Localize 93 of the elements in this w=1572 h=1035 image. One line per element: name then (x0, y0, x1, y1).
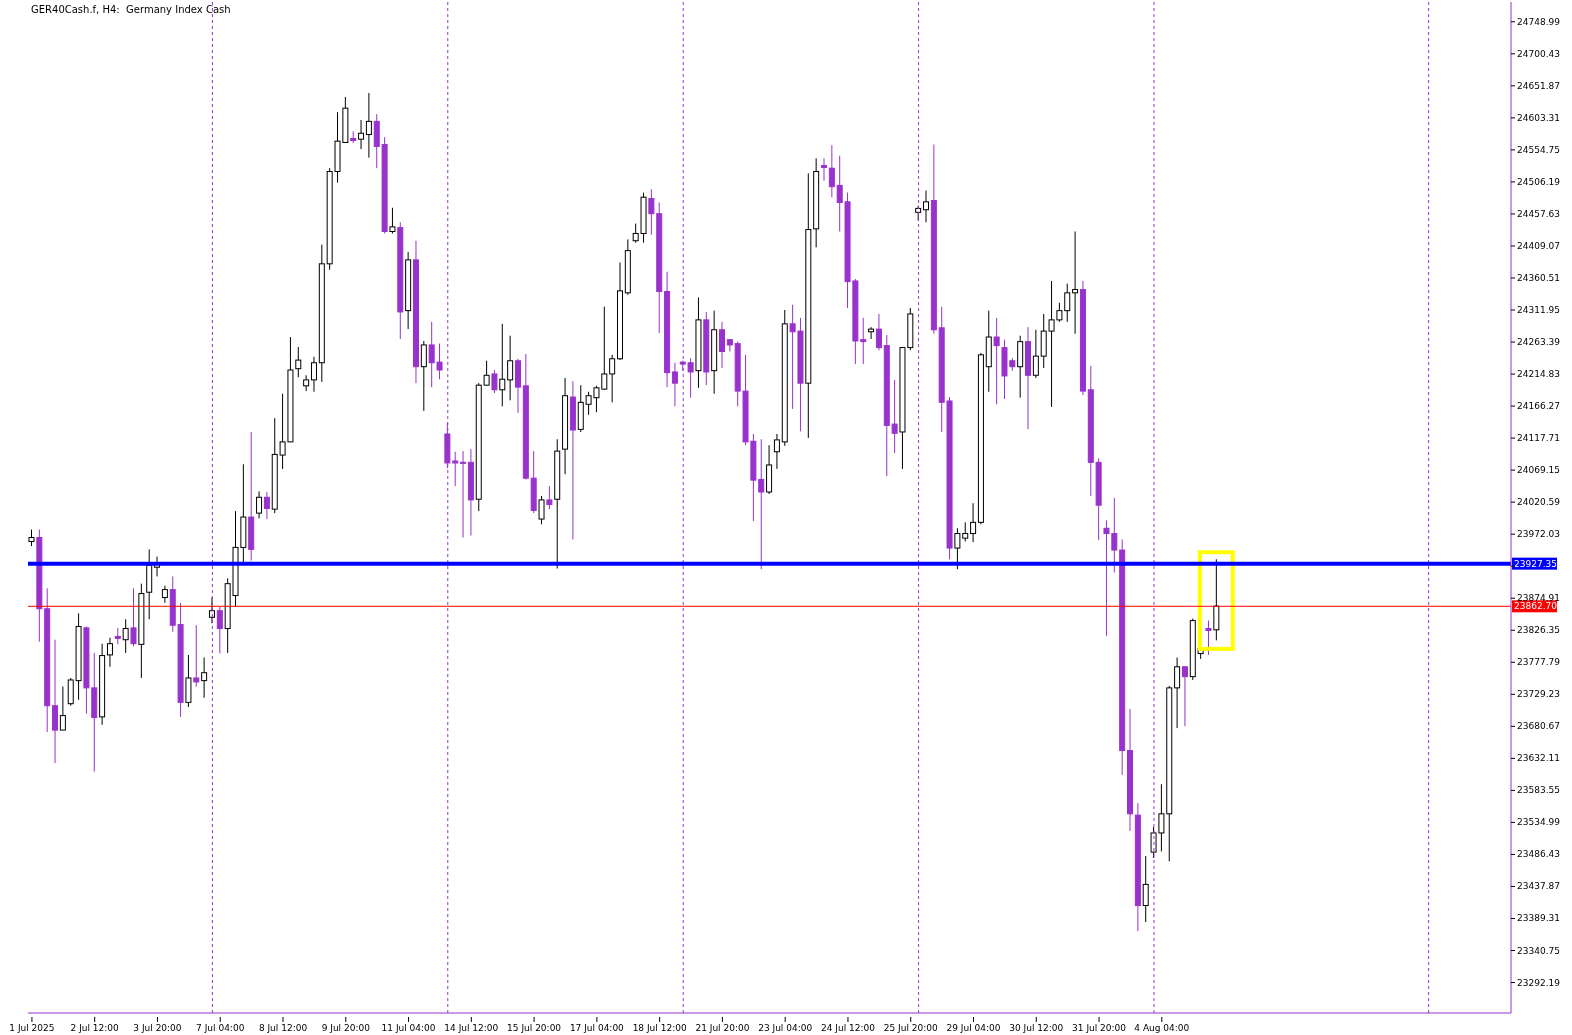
candlestick (993, 317, 1000, 405)
candlestick (1181, 665, 1188, 727)
candlestick (208, 597, 215, 624)
x-tick-label: 8 Jul 12:00 (258, 1023, 308, 1033)
y-tick-label: 23777.79 (1517, 657, 1561, 668)
x-tick-label: 21 Jul 20:00 (695, 1023, 750, 1033)
candlestick (389, 207, 396, 234)
y-tick-label: 23340.75 (1517, 945, 1560, 956)
candlestick (821, 157, 827, 182)
candlestick (671, 362, 678, 407)
y-tick-label: 24506.19 (1517, 176, 1561, 187)
x-tick-label: 3 Jul 20:00 (133, 1023, 182, 1033)
y-tick-label: 24748.99 (1517, 16, 1561, 27)
chart-title: GER40Cash.f, H4: Germany Index Cash (31, 4, 231, 15)
x-tick-label: 2 Jul 12:00 (70, 1023, 120, 1033)
y-tick-label: 24117.71 (1517, 433, 1560, 444)
candlestick (358, 119, 365, 150)
candlestick (216, 606, 223, 655)
x-tick-label: 11 Jul 04:00 (381, 1023, 436, 1033)
y-tick-label: 24700.43 (1517, 48, 1560, 59)
y-tick-label: 24069.15 (1517, 465, 1560, 476)
candlestick (420, 340, 427, 412)
candlestick (546, 485, 553, 510)
candlestick (828, 144, 835, 198)
y-tick-label: 24166.27 (1517, 401, 1560, 412)
y-tick-label: 24263.39 (1517, 337, 1561, 348)
x-tick-label: 9 Jul 20:00 (321, 1023, 371, 1033)
candlestick (310, 356, 317, 393)
x-tick-label: 24 Jul 12:00 (820, 1023, 876, 1033)
x-tick-label: 25 Jul 20:00 (883, 1023, 938, 1033)
y-tick-label: 23680.67 (1517, 721, 1560, 732)
x-tick-label: 14 Jul 12:00 (444, 1023, 499, 1033)
y-tick-label: 23583.55 (1517, 785, 1560, 796)
candlestick (201, 657, 208, 699)
candlestick (263, 491, 270, 520)
candlestick (491, 369, 498, 394)
y-tick-label: 24214.83 (1517, 369, 1560, 380)
x-tick-label: 1 Jul 2025 (9, 1023, 55, 1033)
candlestick (1142, 855, 1149, 923)
candlestick (295, 346, 302, 378)
ref-line-label: 23927.35 (1514, 558, 1557, 569)
candlestick (161, 585, 168, 604)
candlestick (303, 374, 310, 392)
candlestick (256, 490, 263, 519)
y-tick-label: 24457.63 (1517, 208, 1560, 219)
y-tick-label: 24311.95 (1517, 305, 1560, 316)
y-tick-label: 23632.11 (1517, 753, 1560, 764)
candlestick (460, 450, 467, 539)
y-tick-label: 23972.03 (1517, 529, 1560, 540)
x-tick-label: 15 Jul 20:00 (507, 1023, 562, 1033)
candlestick (773, 433, 780, 470)
y-tick-label: 23534.99 (1517, 817, 1561, 828)
candlestick (1072, 231, 1079, 335)
y-tick-label: 23729.23 (1517, 689, 1560, 700)
candlestick (193, 624, 200, 688)
x-tick-label: 4 Aug 04:00 (1134, 1023, 1190, 1033)
y-tick-label: 23292.19 (1517, 977, 1561, 988)
candlestick (1205, 620, 1212, 656)
y-tick-label: 24651.87 (1517, 80, 1560, 91)
candlestick (970, 502, 977, 543)
candlestick (59, 686, 66, 731)
candlestick (499, 323, 506, 407)
candlestick (1174, 657, 1181, 729)
candlestick (868, 326, 875, 340)
candlestick (365, 92, 372, 159)
candlestick (1213, 558, 1220, 641)
candlestick (1032, 329, 1039, 379)
y-tick-label: 24360.51 (1517, 272, 1560, 283)
x-tick-label: 29 Jul 04:00 (946, 1023, 1001, 1033)
y-tick-label: 23486.43 (1517, 849, 1560, 860)
ref-line-label: 23862.70 (1514, 601, 1558, 612)
candlestick (507, 335, 514, 401)
candlestick (122, 618, 129, 654)
y-tick-label: 24603.31 (1517, 112, 1560, 123)
candlestick (923, 190, 930, 223)
y-tick-label: 23389.31 (1517, 913, 1560, 924)
candlestick (106, 637, 113, 668)
candlestick (719, 321, 725, 369)
y-tick-label: 24409.07 (1517, 240, 1560, 251)
y-tick-label: 24020.59 (1517, 497, 1561, 508)
candlestick (538, 495, 545, 525)
x-tick-label: 31 Jul 20:00 (1072, 1023, 1127, 1033)
y-tick-label: 24554.75 (1517, 144, 1560, 155)
x-tick-label: 18 Jul 12:00 (632, 1023, 687, 1033)
candlestick (875, 313, 882, 351)
candlestick (609, 354, 616, 403)
x-tick-label: 23 Jul 04:00 (758, 1023, 813, 1033)
x-tick-label: 30 Jul 12:00 (1009, 1023, 1064, 1033)
y-tick-label: 23826.35 (1517, 625, 1560, 636)
y-tick-label: 23437.87 (1517, 881, 1560, 892)
x-tick-label: 7 Jul 04:00 (196, 1023, 245, 1033)
x-tick-label: 17 Jul 04:00 (569, 1023, 625, 1033)
candlestick (130, 587, 137, 647)
